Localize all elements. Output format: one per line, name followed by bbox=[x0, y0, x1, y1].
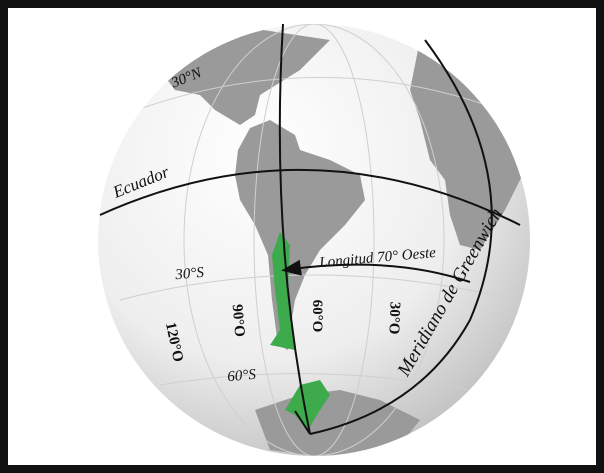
label: 60°S bbox=[227, 367, 257, 385]
graticule bbox=[109, 24, 516, 456]
label: 30°S bbox=[174, 265, 205, 284]
lines bbox=[99, 23, 521, 435]
label: 90°O bbox=[229, 304, 248, 338]
label: 60°O bbox=[309, 300, 325, 333]
label: 30°O bbox=[385, 302, 402, 335]
chile bbox=[270, 232, 330, 430]
